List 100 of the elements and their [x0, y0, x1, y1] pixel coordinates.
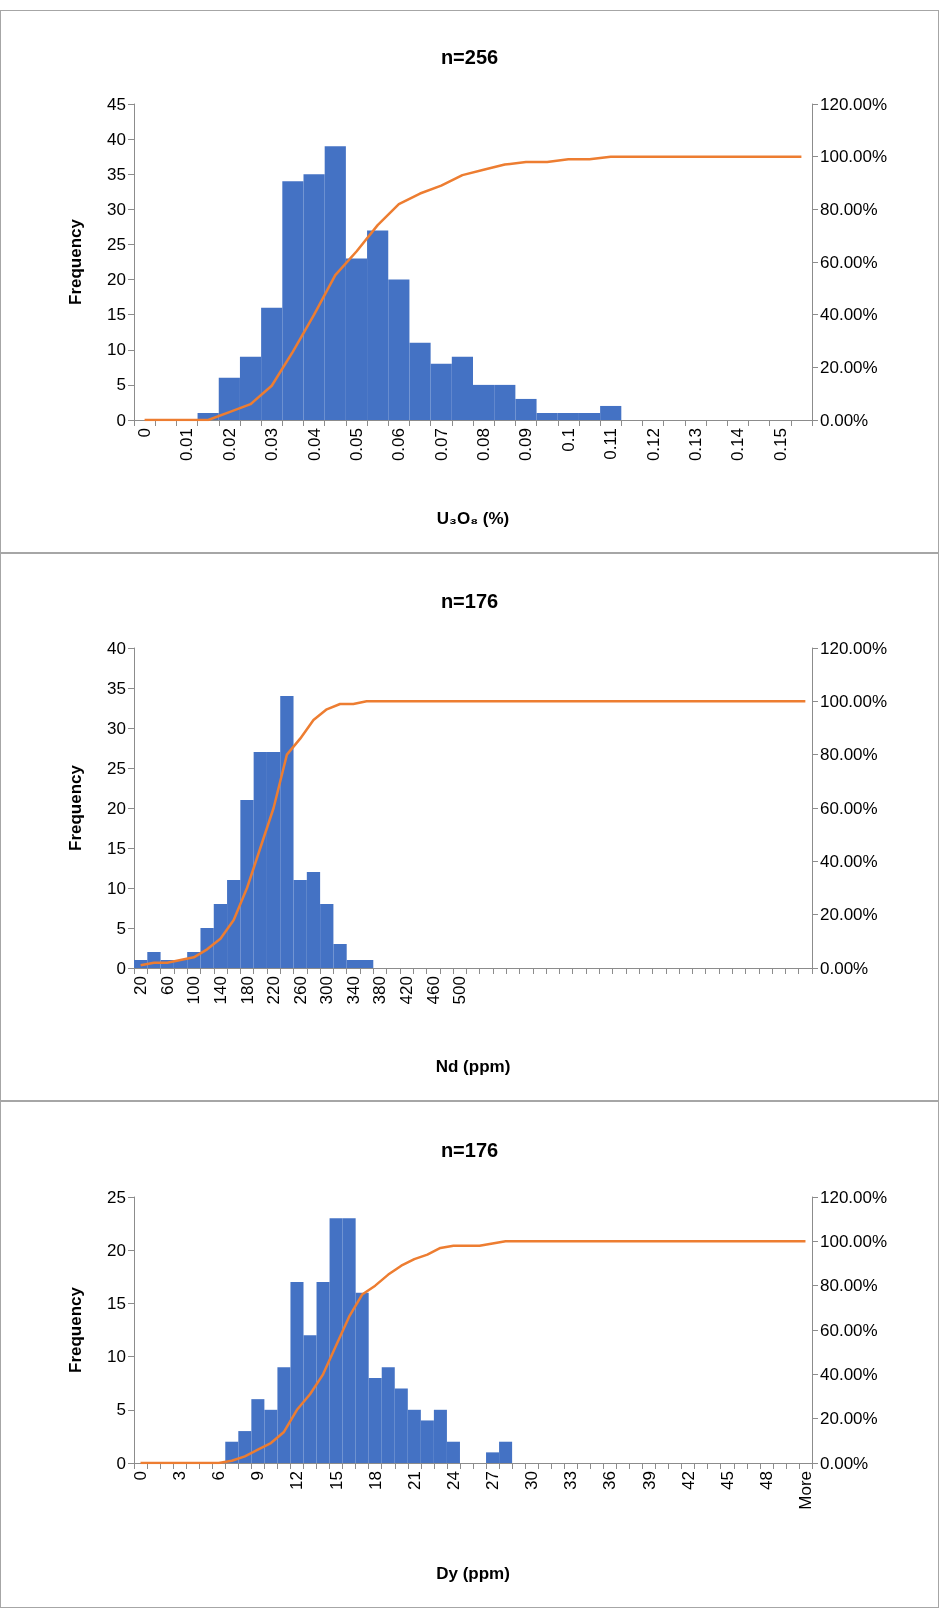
- y-tick-label: 10: [107, 878, 126, 898]
- chart-title: n=176: [440, 1139, 499, 1161]
- x-tick-label: 27: [483, 1471, 503, 1490]
- line-series: [139, 1240, 807, 1465]
- y-tick-label: 40: [107, 129, 126, 149]
- x-tick-label: 39: [639, 1471, 659, 1490]
- y-tick-label: 20: [107, 798, 126, 818]
- y2-tick-label: 120.00%: [820, 1187, 888, 1207]
- y2-tick-label: 60.00%: [820, 252, 878, 272]
- y2-tick-label: 20.00%: [820, 357, 878, 377]
- x-tick-label: 0.03: [262, 428, 282, 462]
- x-tick-label: 0.04: [304, 428, 324, 462]
- line-series: [143, 155, 803, 422]
- y-tick-label: 10: [107, 1347, 126, 1367]
- x-tick-label: 0.11: [601, 428, 621, 460]
- y2-tick-label: 0.00%: [820, 958, 869, 978]
- x-tick-label: 0.02: [219, 428, 239, 462]
- y-tick-label: 20: [107, 270, 126, 290]
- x-axis-title: Nd (ppm): [435, 1057, 511, 1076]
- y2-tick-label: 0.00%: [820, 1453, 869, 1473]
- y2-tick-label: 120.00%: [820, 638, 888, 658]
- x-tick-label: 3: [170, 1471, 190, 1481]
- y2-tick-label: 80.00%: [820, 199, 878, 219]
- y2-tick-label: 60.00%: [820, 1320, 878, 1340]
- y-axis-title: Frequency: [66, 1286, 85, 1373]
- x-tick-label: 0.05: [346, 428, 366, 462]
- y2-tick-label: 80.00%: [820, 1276, 878, 1296]
- y-tick-label: 25: [107, 758, 126, 778]
- y-tick-label: 15: [107, 305, 126, 325]
- y2-tick-label: 20.00%: [820, 905, 878, 925]
- x-tick-label: 0.01: [177, 428, 197, 462]
- y-tick-label: 25: [107, 1187, 126, 1207]
- y-tick-label: 5: [116, 1400, 126, 1420]
- x-tick-label: 0.14: [728, 428, 748, 462]
- x-axis-title: U₃O₈ (%): [436, 509, 510, 528]
- x-tick-label: 36: [600, 1471, 620, 1490]
- x-tick-label: 140: [210, 976, 230, 1005]
- y2-tick-label: 40.00%: [820, 305, 878, 325]
- x-tick-label: 0.12: [643, 428, 663, 462]
- x-tick-label: 45: [717, 1471, 737, 1490]
- x-tick-label: 0: [131, 1471, 151, 1481]
- x-tick-label: 0: [135, 428, 155, 438]
- x-tick-label: 21: [404, 1471, 424, 1490]
- y-tick-label: 35: [107, 678, 126, 698]
- x-tick-label: 60: [157, 976, 177, 995]
- x-tick-label: 0.09: [516, 428, 536, 462]
- y-tick-label: 0: [116, 958, 126, 978]
- x-tick-label: 420: [397, 976, 417, 1005]
- chart-title: n=256: [440, 46, 499, 68]
- x-tick-label: 18: [365, 1471, 385, 1490]
- x-tick-label: 500: [450, 976, 470, 1005]
- x-tick-label: 0.13: [685, 428, 705, 462]
- x-tick-label: 0.07: [431, 428, 451, 462]
- y-tick-label: 5: [116, 375, 126, 395]
- x-tick-label: 220: [264, 976, 284, 1005]
- x-axis-title: Dy (ppm): [436, 1564, 510, 1583]
- x-tick-label: More: [795, 1471, 815, 1510]
- x-tick-label: 0.06: [389, 428, 409, 462]
- x-tick-label: 460: [423, 976, 443, 1005]
- y2-tick-label: 100.00%: [820, 147, 888, 167]
- chart-title: n=176: [440, 590, 499, 612]
- y-tick-label: 20: [107, 1240, 126, 1260]
- y2-tick-label: 120.00%: [820, 94, 888, 114]
- x-tick-label: 300: [317, 976, 337, 1005]
- x-tick-label: 15: [326, 1471, 346, 1490]
- x-tick-label: 0.08: [474, 428, 494, 462]
- line-series: [139, 700, 807, 967]
- y2-tick-label: 80.00%: [820, 745, 878, 765]
- y2-tick-label: 40.00%: [820, 851, 878, 871]
- x-tick-label: 20: [131, 976, 151, 995]
- y2-tick-label: 20.00%: [820, 1409, 878, 1429]
- x-tick-label: 33: [561, 1471, 581, 1490]
- x-tick-label: 48: [756, 1471, 776, 1490]
- y2-tick-label: 60.00%: [820, 798, 878, 818]
- y2-tick-label: 0.00%: [820, 410, 869, 430]
- y-tick-label: 25: [107, 234, 126, 254]
- y-axis-title: Frequency: [66, 764, 85, 851]
- y-tick-label: 15: [107, 838, 126, 858]
- y-tick-label: 10: [107, 340, 126, 360]
- y-tick-label: 15: [107, 1293, 126, 1313]
- x-tick-label: 30: [522, 1471, 542, 1490]
- y-tick-label: 45: [107, 94, 126, 114]
- x-tick-label: 260: [290, 976, 310, 1005]
- x-tick-label: 340: [343, 976, 363, 1005]
- x-tick-label: 9: [248, 1471, 268, 1481]
- x-tick-label: 0.1: [558, 428, 578, 452]
- x-tick-label: 42: [678, 1471, 698, 1490]
- x-tick-label: 100: [184, 976, 204, 1005]
- x-tick-label: 12: [287, 1471, 307, 1490]
- y2-tick-label: 100.00%: [820, 1231, 888, 1251]
- y-tick-label: 0: [116, 410, 126, 430]
- y-tick-label: 30: [107, 199, 126, 219]
- x-tick-label: 24: [443, 1471, 463, 1490]
- y-tick-label: 35: [107, 164, 126, 184]
- y-tick-label: 30: [107, 718, 126, 738]
- y-tick-label: 40: [107, 638, 126, 658]
- x-tick-label: 180: [237, 976, 257, 1005]
- y-tick-label: 5: [116, 918, 126, 938]
- y2-tick-label: 40.00%: [820, 1364, 878, 1384]
- y-axis-title: Frequency: [66, 218, 85, 305]
